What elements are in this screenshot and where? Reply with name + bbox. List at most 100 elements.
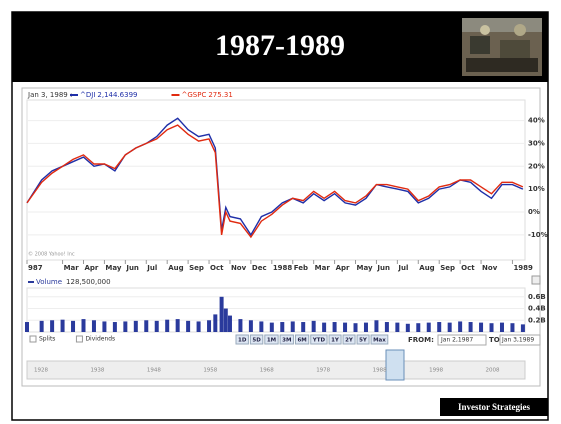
legend-swatch: [28, 281, 34, 283]
volume-bar: [343, 322, 348, 332]
copyright: © 2008 Yahoo! Inc: [28, 251, 75, 258]
to-field[interactable]: [499, 334, 541, 346]
range-button[interactable]: [235, 334, 249, 345]
checkbox[interactable]: [29, 335, 37, 343]
volume-bar: [175, 319, 180, 332]
x-tick-label: Aug: [419, 264, 434, 272]
x-tick-label: Mar: [64, 264, 80, 272]
volume-bar: [311, 320, 316, 332]
x-tick-label: Jul: [397, 264, 408, 272]
x-tick-label: 987: [28, 264, 43, 272]
checkbox-label: Splits: [39, 336, 55, 343]
checkbox[interactable]: [75, 335, 83, 343]
from-label: FROM:: [408, 336, 434, 344]
volume-bar: [71, 320, 76, 332]
x-tick-label: Jun: [125, 264, 139, 272]
x-tick-label: May: [357, 264, 373, 272]
x-tick-label: Feb: [294, 264, 308, 272]
range-button[interactable]: [279, 334, 294, 345]
header: [12, 12, 548, 82]
range-button[interactable]: [370, 334, 389, 345]
range-button[interactable]: [264, 334, 279, 345]
y-tick-label: 20%: [528, 162, 545, 170]
volume-bar: [259, 321, 264, 332]
volume-bar: [426, 322, 431, 332]
volume-bar: [238, 319, 243, 332]
volume-bar: [374, 320, 379, 332]
timeline-year: 1968: [260, 368, 274, 374]
x-tick-label: 1988: [273, 264, 293, 272]
x-tick-label: Nov: [231, 264, 247, 272]
volume-bar: [353, 323, 358, 332]
volume-bar: [154, 320, 159, 332]
x-tick-label: Jul: [146, 264, 157, 272]
volume-bar: [520, 324, 525, 332]
volume-bar: [269, 322, 274, 332]
price-line: [26, 124, 524, 239]
timeline-handle[interactable]: [385, 349, 405, 381]
x-tick-label: Sep: [440, 264, 455, 272]
range-label: 1D: [238, 338, 247, 344]
legend-name: ^GSPC: [181, 91, 206, 99]
range-button[interactable]: [294, 334, 310, 345]
timeline-year: 2008: [486, 368, 500, 374]
range-button[interactable]: [356, 334, 370, 345]
volume-plot: [26, 287, 526, 333]
from-field[interactable]: [437, 334, 487, 346]
from-date: Jan 2,1987: [440, 337, 473, 344]
y-tick-label: 10%: [528, 185, 545, 193]
x-tick-label: Dec: [252, 264, 267, 272]
y-tick-label: 30%: [528, 139, 545, 147]
x-tick-label: Sep: [189, 264, 204, 272]
volume-bar: [25, 322, 29, 332]
volume-bar: [102, 321, 107, 332]
range-label: 5D: [252, 338, 261, 344]
volume-bar: [363, 322, 368, 332]
x-tick-label: Nov: [482, 264, 498, 272]
volume-bar: [39, 320, 44, 332]
price-line: [26, 117, 524, 237]
volume-bar: [405, 323, 410, 332]
slide-title: 1987-1989: [215, 29, 345, 62]
volume-bar: [248, 320, 253, 332]
x-tick-label: Apr: [84, 264, 98, 272]
x-tick-label: Jun: [376, 264, 390, 272]
y-tick-label: 0.4B: [528, 305, 546, 313]
x-tick-label: Apr: [336, 264, 350, 272]
volume-bar: [290, 321, 295, 332]
range-button[interactable]: [310, 334, 328, 345]
timeline-year: 1978: [316, 368, 330, 374]
to-date: Jan 3,1989: [501, 337, 534, 344]
x-tick-label: Oct: [461, 264, 475, 272]
volume-bar: [50, 320, 55, 332]
y-tick-label: 0.2B: [528, 316, 546, 324]
legend-swatch: [70, 94, 78, 96]
volume-bar: [416, 323, 421, 332]
collapse-button[interactable]: [531, 275, 541, 285]
x-tick-label: Oct: [210, 264, 224, 272]
volume-bar: [510, 323, 515, 332]
volume-bar: [112, 322, 117, 332]
volume-title: Volume: [36, 278, 62, 286]
legend-quote: 2,144.6399: [97, 91, 137, 99]
range-label: 1M: [267, 338, 276, 344]
range-button[interactable]: [342, 334, 356, 345]
to-label: TO:: [489, 336, 503, 344]
volume-bar: [280, 322, 285, 332]
y-tick-label: 0.6B: [528, 293, 546, 301]
volume-bar: [301, 322, 306, 332]
range-label: 5Y: [359, 338, 368, 344]
x-tick-label: 1989: [513, 264, 533, 272]
volume-bar: [213, 314, 218, 332]
volume-bar: [165, 319, 170, 332]
legend-name: ^DJI: [80, 91, 95, 99]
volume-bar: [437, 322, 442, 332]
range-button[interactable]: [328, 334, 342, 345]
volume-bar: [223, 308, 228, 332]
footer: Investor Strategies: [458, 402, 531, 412]
range-button[interactable]: [249, 334, 264, 345]
volume-bar: [322, 322, 327, 332]
volume-bar: [219, 296, 224, 332]
range-label: 2Y: [345, 338, 354, 344]
